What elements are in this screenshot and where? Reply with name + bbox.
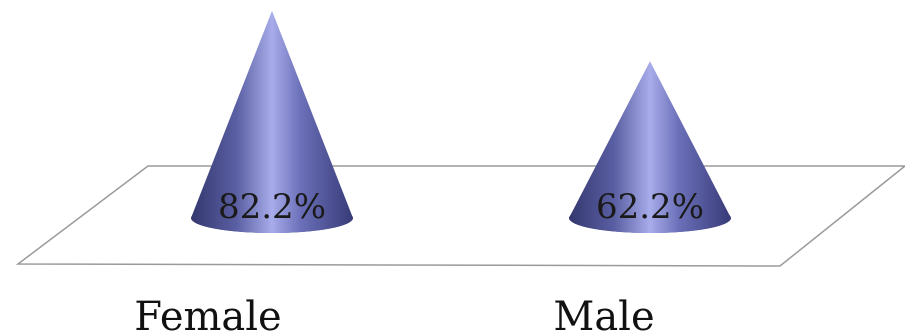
chart-floor <box>18 166 905 266</box>
data-label-female: 82.2% <box>218 187 326 227</box>
category-label-male: Male <box>553 294 654 332</box>
data-label-male: 62.2% <box>596 187 704 227</box>
category-labels: Female Male <box>134 294 654 332</box>
category-label-female: Female <box>134 294 281 332</box>
